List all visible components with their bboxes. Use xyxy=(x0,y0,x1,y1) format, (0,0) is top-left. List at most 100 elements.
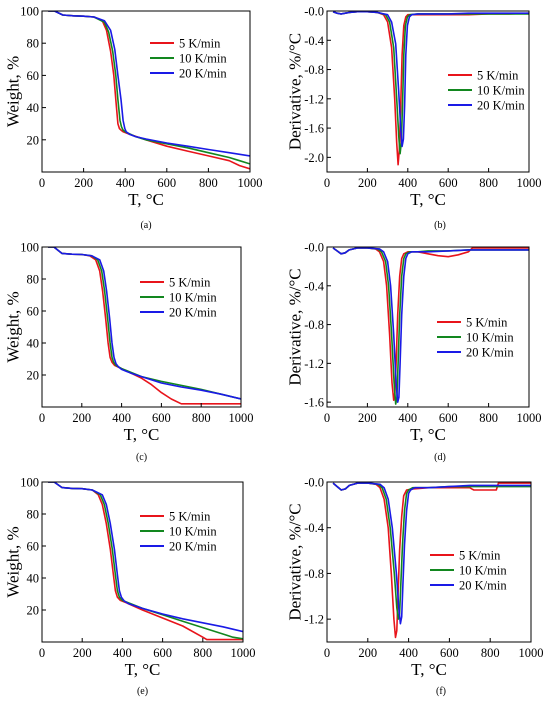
series-line-10kmin xyxy=(332,482,531,620)
chart-panel-5: 0 200 400 600 800 1000 -1.2 -0.8 -0.4 -0.0 T, °C De… xyxy=(286,476,544,698)
x-tick-label: 1000 xyxy=(519,646,544,660)
legend-label: 10 K/min xyxy=(169,525,217,539)
x-tick-label: 400 xyxy=(116,176,135,190)
x-tick-label: 200 xyxy=(74,176,93,190)
x-tick-label: 0 xyxy=(39,176,45,190)
x-axis-label: T, °C xyxy=(410,425,446,444)
legend-label: 20 K/min xyxy=(459,579,507,593)
y-tick-label: -1.6 xyxy=(304,122,324,136)
x-tick-label: 200 xyxy=(73,646,92,660)
chart-panel-0: 0 200 400 600 800 1000 20 40 60 80 100 T, °C Weight,… xyxy=(4,5,263,232)
series-line-5kmin xyxy=(48,482,243,641)
x-tick-label: 0 xyxy=(324,176,330,190)
panel-caption: (d) xyxy=(434,452,446,463)
x-axis-label: T, °C xyxy=(410,190,446,209)
x-tick-label: 600 xyxy=(439,176,458,190)
y-tick-label: -1.2 xyxy=(304,92,324,106)
panel-caption: (a) xyxy=(140,220,151,231)
x-tick-label: 400 xyxy=(112,411,131,425)
x-tick-label: 400 xyxy=(113,646,132,660)
y-tick-label: -1.2 xyxy=(304,357,324,371)
panel-caption: (f) xyxy=(436,686,446,697)
x-tick-label: 0 xyxy=(324,646,330,660)
legend-label: 20 K/min xyxy=(179,67,227,81)
y-axis-label: Derivative, %/°C xyxy=(286,268,305,385)
x-tick-label: 200 xyxy=(358,646,377,660)
y-tick-label: -0.0 xyxy=(304,241,324,255)
plot-frame xyxy=(326,246,530,408)
y-tick-label: 100 xyxy=(20,241,39,255)
panel-caption: (c) xyxy=(136,452,147,463)
y-tick-label: -0.4 xyxy=(304,521,325,535)
x-tick-label: 200 xyxy=(72,411,91,425)
plot-frame xyxy=(41,10,251,173)
legend-label: 5 K/min xyxy=(477,69,519,83)
series-line-20kmin xyxy=(332,247,529,404)
x-tick-label: 1000 xyxy=(517,411,542,425)
y-tick-label: -1.2 xyxy=(304,613,324,627)
x-tick-label: 800 xyxy=(479,176,498,190)
y-tick-label: 40 xyxy=(27,101,40,115)
x-tick-label: 1000 xyxy=(231,646,256,660)
y-tick-label: -0.4 xyxy=(304,34,325,48)
x-tick-label: 400 xyxy=(398,176,417,190)
x-axis-label: T, °C xyxy=(125,660,161,679)
x-tick-label: 600 xyxy=(157,176,176,190)
y-tick-label: 60 xyxy=(27,540,40,554)
panel-caption: (e) xyxy=(137,686,148,697)
y-tick-label: -2.0 xyxy=(304,151,324,165)
y-tick-label: 80 xyxy=(27,508,40,522)
x-tick-label: 400 xyxy=(399,646,418,660)
y-axis-label: Weight, % xyxy=(4,56,23,127)
series-line-10kmin xyxy=(48,482,243,640)
legend-label: 5 K/min xyxy=(459,549,501,563)
series-line-5kmin xyxy=(332,482,531,639)
chart-panel-3: 0 200 400 600 800 1000 -1.6 -1.2 -0.8 -0.4 -0.0 T, … xyxy=(286,241,542,464)
legend-label: 5 K/min xyxy=(169,510,211,524)
legend-label: 20 K/min xyxy=(466,346,514,360)
panel-caption: (b) xyxy=(434,220,446,231)
y-tick-label: -0.8 xyxy=(304,318,324,332)
legend-label: 10 K/min xyxy=(169,291,217,305)
x-tick-label: 800 xyxy=(192,411,211,425)
x-tick-label: 800 xyxy=(481,646,500,660)
chart-panel-1: 0 200 400 600 800 1000 -2.0 -1.6 -1.2 -0.8 -0.4 -0.… xyxy=(286,5,542,232)
y-tick-label: 40 xyxy=(27,337,40,351)
series-line-20kmin xyxy=(332,482,531,625)
x-tick-label: 1000 xyxy=(229,411,254,425)
x-axis-label: T, °C xyxy=(411,660,447,679)
y-tick-label: -0.4 xyxy=(304,279,325,293)
x-tick-label: 600 xyxy=(152,411,171,425)
y-tick-label: 60 xyxy=(27,305,40,319)
series-line-10kmin xyxy=(48,247,241,400)
y-tick-label: 40 xyxy=(27,572,40,586)
y-tick-label: -0.0 xyxy=(304,476,324,490)
x-tick-label: 0 xyxy=(324,411,330,425)
legend-label: 5 K/min xyxy=(169,276,211,290)
y-tick-label: 20 xyxy=(27,133,40,147)
y-tick-label: 60 xyxy=(27,69,40,83)
series-line-20kmin xyxy=(332,11,529,148)
series-line-20kmin xyxy=(48,11,250,157)
y-tick-label: -0.8 xyxy=(304,567,324,581)
x-tick-label: 200 xyxy=(358,411,377,425)
y-tick-label: 100 xyxy=(20,476,39,490)
legend-label: 20 K/min xyxy=(477,99,525,113)
x-tick-label: 0 xyxy=(39,411,45,425)
x-tick-label: 600 xyxy=(439,411,458,425)
x-tick-label: 800 xyxy=(199,176,218,190)
series-line-10kmin xyxy=(48,11,250,165)
y-tick-label: 100 xyxy=(20,5,39,19)
series-line-5kmin xyxy=(48,247,241,405)
legend-label: 10 K/min xyxy=(179,52,227,66)
y-axis-label: Derivative, %/°C xyxy=(286,33,305,150)
y-tick-label: 20 xyxy=(27,369,40,383)
series-line-20kmin xyxy=(48,482,243,633)
legend-label: 10 K/min xyxy=(466,331,514,345)
